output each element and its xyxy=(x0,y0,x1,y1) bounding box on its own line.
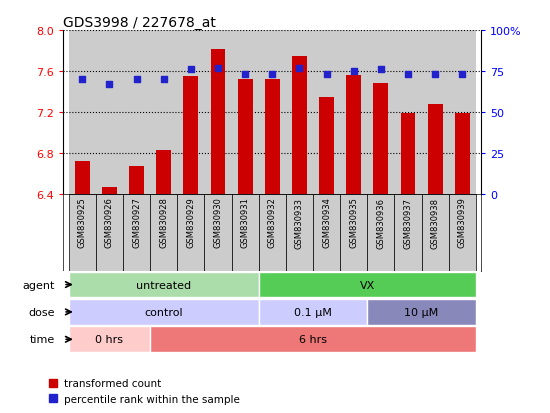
Bar xyxy=(156,151,171,195)
Text: GSM830939: GSM830939 xyxy=(458,197,467,248)
Bar xyxy=(96,195,123,271)
Bar xyxy=(286,31,313,195)
Point xyxy=(160,77,168,83)
Bar xyxy=(340,195,367,271)
Bar xyxy=(123,195,150,271)
Text: GDS3998 / 227678_at: GDS3998 / 227678_at xyxy=(63,16,216,30)
Bar xyxy=(313,195,340,271)
Text: GSM830931: GSM830931 xyxy=(240,197,250,248)
Point xyxy=(404,72,412,78)
Bar xyxy=(313,31,340,195)
Bar xyxy=(400,114,415,195)
Bar xyxy=(69,327,150,352)
Point xyxy=(213,65,222,72)
Text: GSM830926: GSM830926 xyxy=(105,197,114,248)
Text: GSM830932: GSM830932 xyxy=(268,197,277,248)
Bar xyxy=(421,31,449,195)
Bar xyxy=(69,272,258,298)
Point xyxy=(322,72,331,78)
Point xyxy=(132,77,141,83)
Text: 6 hrs: 6 hrs xyxy=(299,335,327,344)
Text: GSM830929: GSM830929 xyxy=(186,197,195,248)
Bar xyxy=(367,31,394,195)
Bar xyxy=(238,80,252,195)
Bar xyxy=(150,31,177,195)
Bar xyxy=(177,31,205,195)
Text: GSM830935: GSM830935 xyxy=(349,197,358,248)
Point xyxy=(186,67,195,74)
Bar xyxy=(258,272,476,298)
Text: dose: dose xyxy=(29,307,55,317)
Text: agent: agent xyxy=(23,280,55,290)
Bar xyxy=(96,31,123,195)
Bar xyxy=(258,195,286,271)
Point xyxy=(78,77,87,83)
Point xyxy=(458,72,466,78)
Text: GSM830928: GSM830928 xyxy=(159,197,168,248)
Point xyxy=(241,72,250,78)
Text: GSM830925: GSM830925 xyxy=(78,197,87,248)
Text: GSM830938: GSM830938 xyxy=(431,197,439,248)
Text: GSM830930: GSM830930 xyxy=(213,197,222,248)
Point xyxy=(268,72,277,78)
Bar xyxy=(123,31,150,195)
Bar xyxy=(150,327,476,352)
Bar xyxy=(367,299,476,325)
Bar xyxy=(177,195,205,271)
Bar xyxy=(69,31,96,195)
Text: 0.1 μM: 0.1 μM xyxy=(294,307,332,317)
Bar xyxy=(232,31,258,195)
Bar xyxy=(258,299,367,325)
Bar xyxy=(346,76,361,195)
Text: control: control xyxy=(144,307,183,317)
Bar xyxy=(69,299,258,325)
Text: GSM830937: GSM830937 xyxy=(404,197,412,248)
Bar xyxy=(265,80,280,195)
Text: VX: VX xyxy=(360,280,375,290)
Bar xyxy=(129,166,144,195)
Bar xyxy=(102,188,117,195)
Bar xyxy=(205,31,232,195)
Bar xyxy=(340,31,367,195)
Text: GSM830933: GSM830933 xyxy=(295,197,304,248)
Bar xyxy=(319,97,334,195)
Bar xyxy=(183,77,199,195)
Bar xyxy=(449,195,476,271)
Bar xyxy=(394,195,421,271)
Text: time: time xyxy=(30,335,55,344)
Bar xyxy=(205,195,232,271)
Point xyxy=(105,82,114,88)
Bar xyxy=(286,195,313,271)
Text: 10 μM: 10 μM xyxy=(404,307,439,317)
Bar xyxy=(373,84,388,195)
Bar xyxy=(69,195,96,271)
Point xyxy=(349,69,358,75)
Bar xyxy=(449,31,476,195)
Bar xyxy=(455,114,470,195)
Bar xyxy=(150,195,177,271)
Bar xyxy=(394,31,421,195)
Text: 0 hrs: 0 hrs xyxy=(95,335,123,344)
Bar xyxy=(428,104,443,195)
Bar xyxy=(292,57,307,195)
Point xyxy=(376,67,385,74)
Text: untreated: untreated xyxy=(136,280,191,290)
Bar xyxy=(211,50,226,195)
Bar xyxy=(367,195,394,271)
Bar xyxy=(258,31,286,195)
Bar xyxy=(421,195,449,271)
Text: GSM830927: GSM830927 xyxy=(132,197,141,248)
Legend: transformed count, percentile rank within the sample: transformed count, percentile rank withi… xyxy=(43,374,244,408)
Bar xyxy=(75,162,90,195)
Text: GSM830936: GSM830936 xyxy=(376,197,386,248)
Bar xyxy=(232,195,258,271)
Point xyxy=(431,72,439,78)
Point xyxy=(295,65,304,72)
Text: GSM830934: GSM830934 xyxy=(322,197,331,248)
